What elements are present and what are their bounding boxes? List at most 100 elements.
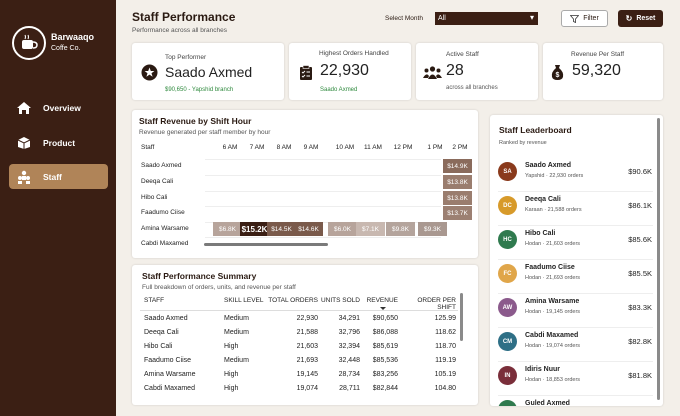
table-cell: 104.80 bbox=[434, 385, 456, 392]
heatmap-cell: $14.9K bbox=[443, 159, 472, 173]
kpi-sub: Saado Axmed bbox=[320, 87, 358, 93]
divider bbox=[498, 361, 653, 362]
table-cell: Saado Axmed bbox=[144, 315, 188, 322]
table-cell: 118.70 bbox=[435, 343, 456, 350]
clipboard-icon bbox=[300, 65, 312, 80]
reset-label: Reset bbox=[636, 15, 656, 22]
home-icon bbox=[15, 99, 33, 117]
column-header[interactable]: TOTAL ORDERS bbox=[268, 297, 318, 304]
hour-label: 1 PM bbox=[427, 144, 443, 151]
chevron-down-icon: ▾ bbox=[529, 13, 534, 22]
heatmap-cell: $9.8K bbox=[386, 222, 415, 236]
table-cell: $90,650 bbox=[372, 315, 398, 322]
divider bbox=[498, 293, 653, 294]
header-divider bbox=[140, 310, 458, 311]
table-cell: 105.19 bbox=[434, 371, 456, 378]
divider bbox=[498, 259, 653, 260]
filter-label: Filter bbox=[583, 15, 599, 22]
hour-label: 6 AM bbox=[222, 144, 238, 151]
hour-label: 8 AM bbox=[276, 144, 292, 151]
nav-staff[interactable]: Staff bbox=[9, 164, 108, 189]
heatmap-corner: Staff bbox=[141, 144, 155, 151]
heatmap-row-bg bbox=[205, 175, 441, 190]
kpi-active-staff: Active Staff 28 across all branches bbox=[416, 43, 538, 100]
kpi-highest-orders: Highest Orders Handled 22,930 Saado Axme… bbox=[289, 43, 411, 100]
leaderboard-value: $83.3K bbox=[628, 303, 652, 312]
row-label: Cabdi Maxamed bbox=[141, 240, 189, 247]
nav-label: Overview bbox=[43, 102, 81, 113]
filter-button[interactable]: Filter bbox=[561, 10, 608, 27]
leaderboard-item[interactable]: SA Saado Axmed Yapshid · 22,930 orders $90.… bbox=[490, 160, 655, 192]
nav-overview[interactable]: Overview bbox=[9, 95, 108, 120]
leaderboard-item[interactable]: FC Faadumo Ciise Hodan · 21,693 orders $85.… bbox=[490, 262, 655, 294]
reset-button[interactable]: ↻ Reset bbox=[618, 10, 663, 27]
row-label: Amina Warsame bbox=[141, 225, 189, 232]
table-cell: High bbox=[224, 343, 239, 350]
heatmap-cell: $7.1K bbox=[356, 222, 385, 236]
coffee-cup-icon bbox=[22, 34, 38, 49]
table-cell: 19,145 bbox=[296, 371, 318, 378]
leaderboard-item[interactable]: CM Cabdi Maxamed Hodan · 19,074 orders $82.… bbox=[490, 330, 655, 362]
kpi-label: Highest Orders Handled bbox=[319, 50, 389, 57]
heatmap-cell: $13.8K bbox=[443, 191, 472, 205]
avatar: IN bbox=[498, 366, 517, 385]
star-icon bbox=[141, 64, 158, 81]
leaderboard-sub: Hodan · 19,074 orders bbox=[525, 343, 581, 349]
heatmap-row-bg bbox=[205, 206, 441, 221]
page-title: Staff Performance bbox=[132, 10, 236, 24]
table-cell: 34,291 bbox=[338, 315, 360, 322]
select-month-label: Select Month bbox=[385, 15, 423, 22]
heatmap-panel: Staff Revenue by Shift Hour Revenue gene… bbox=[132, 110, 478, 258]
hour-label: 2 PM bbox=[452, 144, 468, 151]
leaderboard-panel: Staff Leaderboard Ranked by revenue SA Sa… bbox=[490, 115, 663, 406]
month-select[interactable]: All ▾ bbox=[435, 12, 538, 25]
heatmap-cell: $13.7K bbox=[443, 206, 472, 220]
avatar: FC bbox=[498, 264, 517, 283]
kpi-label: Top Performer bbox=[165, 54, 207, 61]
avatar: DC bbox=[498, 196, 517, 215]
leaderboard-sub: Hodan · 21,603 orders bbox=[525, 241, 581, 247]
kpi-sub: across all branches bbox=[446, 85, 498, 91]
divider bbox=[498, 395, 653, 396]
hour-label: 11 AM bbox=[364, 144, 382, 151]
leaderboard-item[interactable]: DC Deeqa Cali Karaan · 21,588 orders $86.1K bbox=[490, 194, 655, 226]
sidebar: Barwaaqo Coffe Co. Overview Product Staf… bbox=[0, 0, 116, 416]
table-cell: Deeqa Cali bbox=[144, 329, 179, 336]
leaderboard-value: $86.1K bbox=[628, 201, 652, 210]
column-header[interactable]: STAFF bbox=[144, 297, 165, 304]
svg-text:$: $ bbox=[556, 72, 560, 79]
vertical-scrollbar[interactable] bbox=[460, 293, 463, 341]
sort-icon[interactable] bbox=[380, 307, 386, 310]
summary-subtitle: Full breakdown of orders, units, and rev… bbox=[142, 284, 296, 291]
column-header[interactable]: ORDER PER SHIFT bbox=[417, 297, 456, 311]
kpi-value: 28 bbox=[446, 62, 464, 79]
table-cell: Medium bbox=[224, 329, 249, 336]
leaderboard-title: Staff Leaderboard bbox=[499, 125, 572, 135]
hour-label: 10 AM bbox=[335, 144, 355, 151]
leaderboard-value: $81.7K bbox=[610, 405, 652, 406]
leaderboard-item[interactable]: IN Idiris Nuur Hodan · 18,853 orders $81.8K bbox=[490, 364, 655, 396]
leaderboard-item[interactable]: GAGuled AxmedHodan · 18,812 orders$81.7K bbox=[490, 398, 655, 406]
leaderboard-name: Amina Warsame bbox=[525, 298, 580, 305]
table-cell: 21,603 bbox=[296, 343, 318, 350]
leaderboard-item[interactable]: AW Amina Warsame Hodan · 19,145 orders $83.… bbox=[490, 296, 655, 328]
heatmap-cell: $9.3K bbox=[418, 222, 447, 236]
leaderboard-item[interactable]: HC Hibo Cali Hodan · 21,603 orders $85.6K bbox=[490, 228, 655, 260]
kpi-value: 22,930 bbox=[320, 62, 369, 79]
kpi-sub: $90,650 - Yapshid branch bbox=[165, 87, 234, 93]
vertical-scrollbar[interactable] bbox=[657, 118, 660, 400]
table-cell: 119.19 bbox=[435, 357, 456, 364]
reset-icon: ↻ bbox=[625, 14, 633, 23]
divider bbox=[498, 225, 653, 226]
column-header[interactable]: UNITS SOLD bbox=[320, 297, 360, 304]
column-header[interactable]: SKILL LEVEL bbox=[224, 297, 264, 304]
horizontal-scrollbar[interactable] bbox=[204, 243, 328, 246]
row-label: Hibo Cali bbox=[141, 194, 168, 201]
heatmap-row-bg bbox=[205, 159, 441, 174]
row-label: Saado Axmed bbox=[141, 162, 182, 169]
row-label: Faadumo Ciise bbox=[141, 209, 185, 216]
column-header[interactable]: REVENUE bbox=[366, 297, 398, 304]
kpi-value: 59,320 bbox=[572, 62, 621, 79]
brand-name: Barwaaqo bbox=[51, 32, 95, 42]
nav-product[interactable]: Product bbox=[9, 130, 108, 155]
